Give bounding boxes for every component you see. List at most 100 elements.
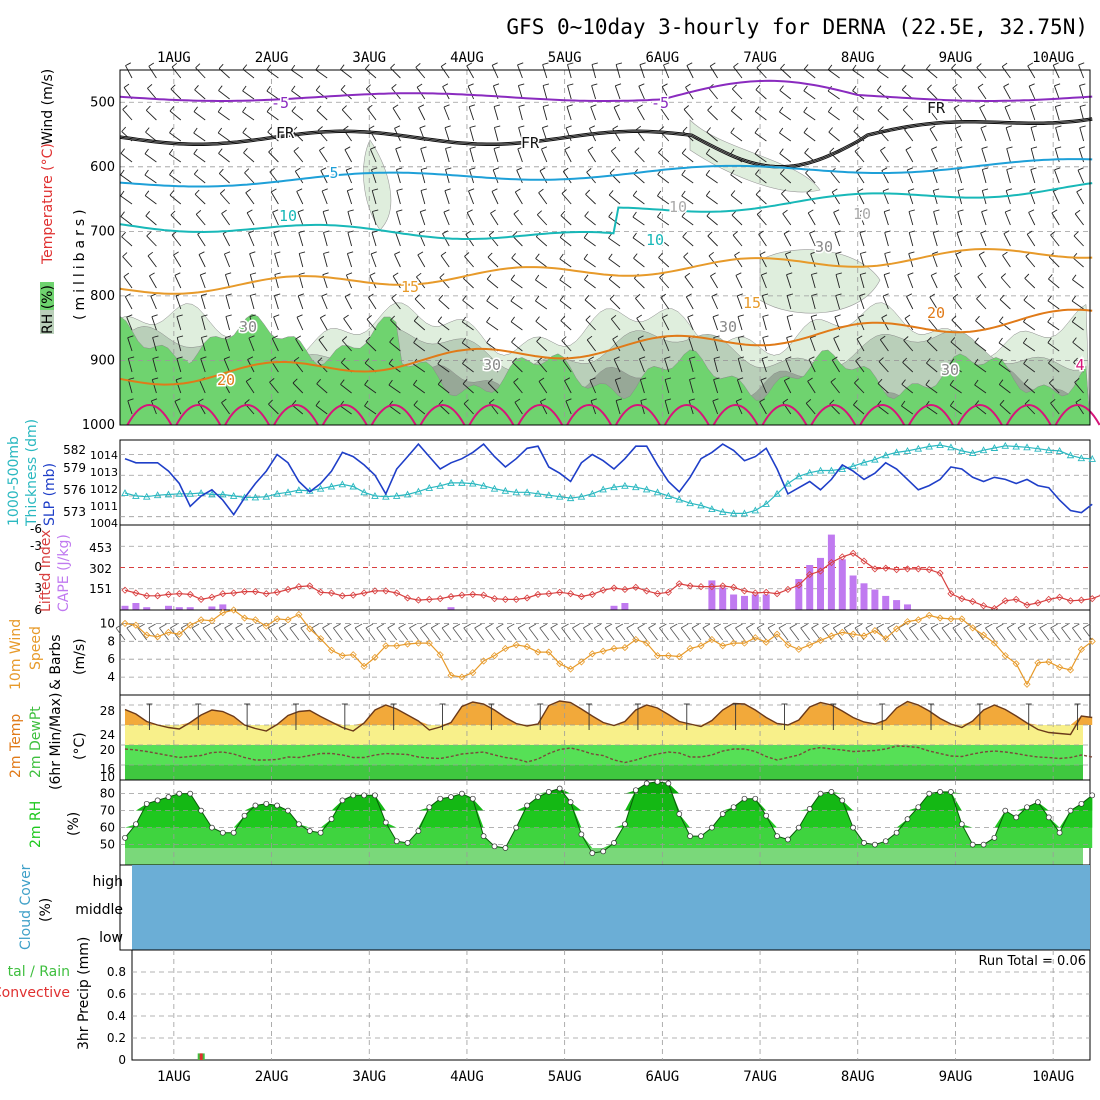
wind-barb-flag [366,315,372,320]
wind-barb [559,300,572,310]
wind-barb [932,232,938,247]
wind-barb [291,110,304,121]
wind-barb-flag [933,230,940,234]
wind-barb-flag [372,188,379,191]
li-point [567,590,575,598]
precip-tick: 0.2 [107,1031,126,1045]
wind-barb-flag [876,85,882,91]
cape-bar [132,603,140,610]
wind-barb-flag [1005,209,1011,213]
wind-barb [145,215,157,226]
wind10m-point [132,621,140,629]
wind-barb [732,234,743,247]
contour-10 [119,182,1093,240]
wind-barb-flag [247,356,254,360]
wind-barb [469,127,475,142]
wind-barb-flag [706,127,711,133]
wind-barb [248,232,255,247]
wind-barb [395,148,401,163]
rh-label: RH (%) [40,285,56,334]
wind10m-barb [811,627,821,641]
wind-barb-flag [518,104,525,107]
wind-barb-flag [657,211,662,218]
wind-barb [176,337,182,352]
wind-barb-flag [565,125,572,129]
wind-barb-flag [585,315,591,321]
wind10m-barb-flag [833,623,841,629]
wind-barb-flag [295,167,301,172]
wind-barb [321,190,328,205]
wind-barb [903,340,914,352]
wind-barb-flag [876,400,882,406]
wind-barb-flag [169,127,174,133]
wind-barb [462,299,474,310]
thickness-point [740,509,749,517]
wind-barb [882,295,889,310]
wind-barb [171,234,182,247]
wind-barb-flag [200,272,207,276]
wind-barb [926,340,938,352]
wind10m-point [349,651,357,659]
wind10m-point [262,622,270,630]
rh2m-point [513,824,520,831]
wind10m-point [903,618,912,626]
wind-barb [859,253,865,268]
wind-barb [323,232,328,247]
wind-barb [633,257,645,268]
wind-barb-flag [1003,83,1010,88]
rh2m-tick: 80 [100,787,115,801]
wind-barb [759,401,767,415]
wind-barb-flag [322,272,329,276]
wind-barb [126,316,133,331]
wind-barb [585,319,596,331]
wind-barb [731,214,743,226]
wind-barb-flag [682,232,687,238]
wind10m-point [121,619,129,627]
wind-barb-flag [127,398,134,402]
rh2m-units: (%) [66,812,82,836]
li-point [816,567,825,575]
wind-barb [225,295,231,310]
wind-barb-flag [804,148,809,154]
rh2m-point [969,841,976,848]
wind-barb [146,235,157,247]
wind-barb-flag [416,83,423,88]
wind-barb-flag [171,62,178,68]
wind-barb-flag [218,85,223,91]
wind-barb [121,236,133,247]
wind-barb [657,195,670,205]
cloud-level-middle: middle [75,902,123,918]
wind-barb [1073,362,1084,373]
li-point [523,594,531,602]
wind-barb [120,216,133,226]
wind-barb-flag [805,399,812,404]
wind-barb-flag [731,210,737,216]
wind-barb-flag [127,335,134,339]
wind-barb [370,253,377,268]
wind-barb-flag [982,167,989,170]
wind-barb-flag [908,188,915,192]
li-point [501,595,509,603]
li-point [143,592,151,600]
wind-barb-flag [249,251,256,255]
wind-barb-flag [852,106,858,112]
wind-barb-flag [754,148,759,155]
wind-barb-flag [737,293,743,297]
thickness-point [990,444,999,451]
wind-barb-flag [420,146,427,150]
li-point [925,566,933,574]
wind-barb-flag [340,357,346,363]
contour-label: 10 [669,198,687,216]
li-point [675,580,683,588]
wind-barb-flag [1005,125,1012,129]
cape-bar [175,607,183,610]
wind10m-barb [930,627,941,641]
wind-barb-flag [439,273,445,278]
rh2m-series [122,778,1096,856]
thickness-point [534,489,542,497]
wind-barb [444,127,450,142]
wind-barb-flag [615,377,622,381]
wind10m-barb [517,627,528,641]
wind-barb-flag [440,62,447,67]
wind-barb-flag [975,315,980,321]
